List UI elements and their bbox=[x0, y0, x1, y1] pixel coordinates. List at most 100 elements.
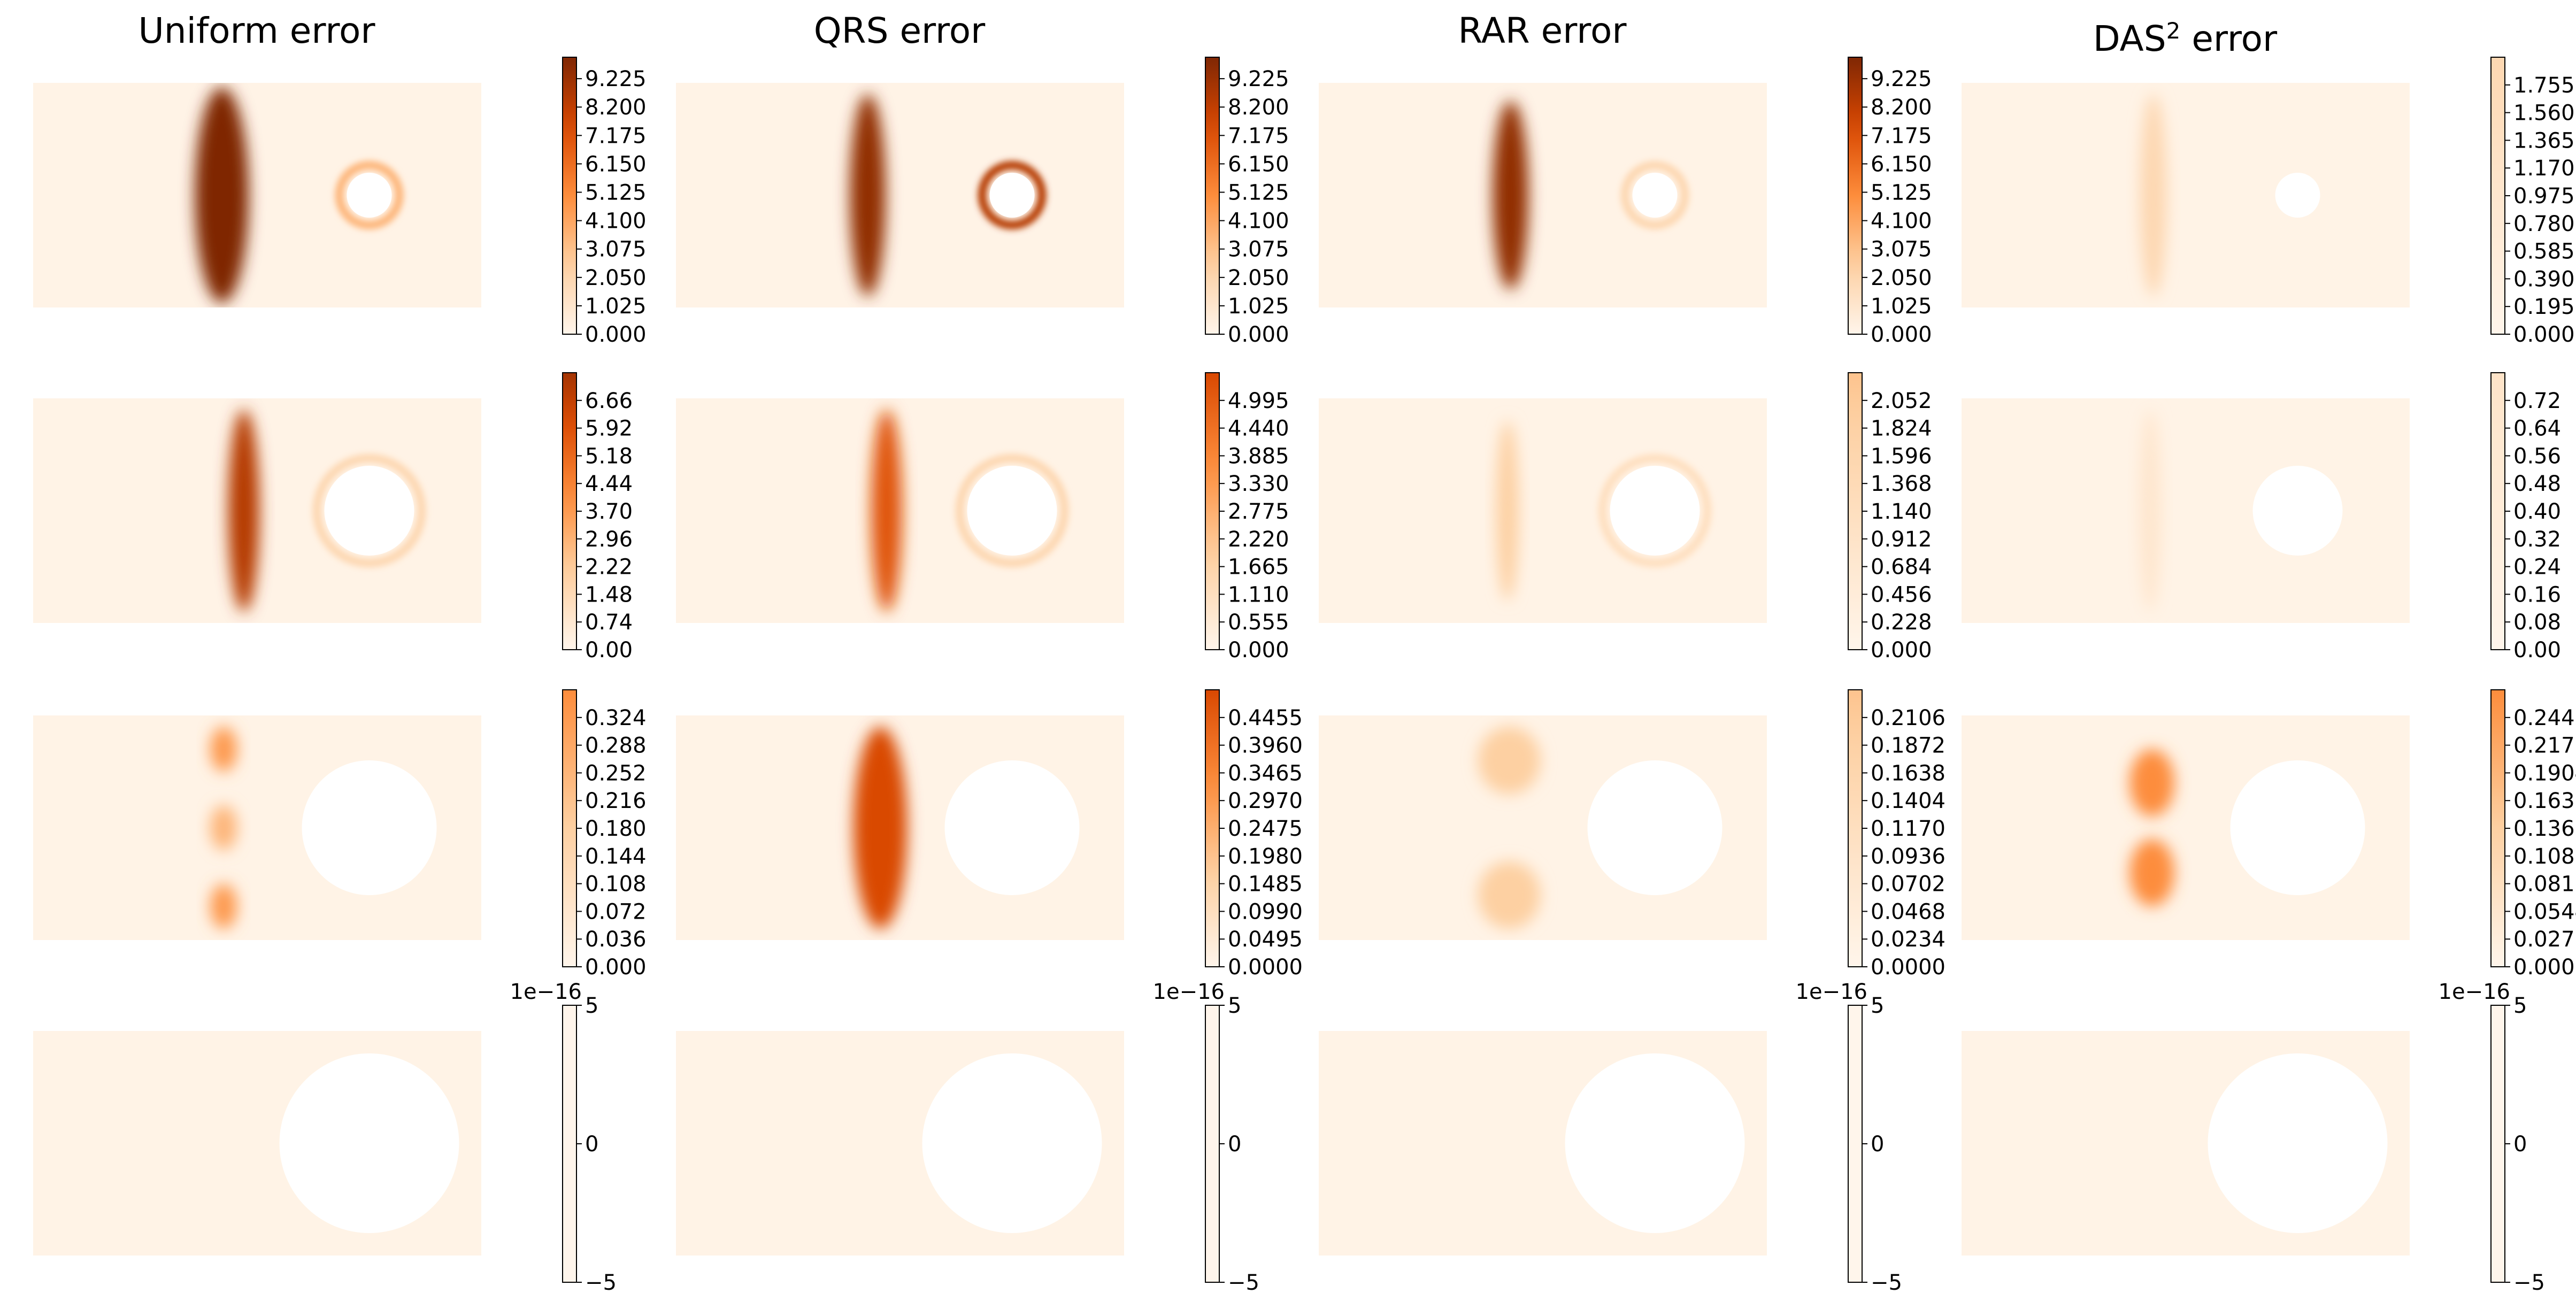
panel-rar-row1 bbox=[1319, 83, 1767, 307]
colorbar-tick-label: 2.052 bbox=[1871, 389, 1932, 413]
colorbar-tick-label: 1.025 bbox=[1871, 294, 1932, 319]
panel-rar-row3 bbox=[1319, 715, 1767, 940]
colorbar-tick-label: 0.144 bbox=[585, 844, 647, 869]
error-blob bbox=[1478, 727, 1541, 794]
colorbar-tick-label: 5 bbox=[585, 994, 598, 1018]
colorbar-tick-label: 0.1980 bbox=[1228, 844, 1303, 869]
colorbar-tick-label: 0.252 bbox=[585, 761, 647, 786]
colorbar-tick-label: 0.390 bbox=[2513, 267, 2575, 291]
colorbar-tick-label: 0.32 bbox=[2513, 527, 2561, 552]
colorbar-tick-label: 0.0272 bbox=[2513, 927, 2576, 952]
colorbar-tick-label: −5 bbox=[2513, 1270, 2545, 1295]
colorbar-tick-label: 0 bbox=[1228, 1132, 1241, 1157]
colorbar-tick-label: 0.2176 bbox=[2513, 734, 2576, 758]
colorbar-tick-label: 6.150 bbox=[585, 152, 647, 176]
cylinder-hole bbox=[1632, 173, 1678, 218]
colorbar-tick-label: 0.288 bbox=[585, 734, 647, 758]
colorbar-tick-label: 0.64 bbox=[2513, 417, 2561, 441]
colorbar-tick-label: 3.075 bbox=[1228, 237, 1289, 262]
colorbar-tick-label: 0.555 bbox=[1228, 610, 1289, 635]
colorbar-tick-label: 2.22 bbox=[585, 555, 633, 580]
colorbar-tick-label: 0.0000 bbox=[2513, 955, 2576, 980]
colorbar-tick-label: −5 bbox=[1871, 1270, 1902, 1295]
colorbar-tick-label: 3.075 bbox=[1871, 237, 1932, 262]
colorbar-tick-label: 0.0234 bbox=[1871, 927, 1946, 952]
colorbar-tick-label: 5.125 bbox=[1871, 181, 1932, 205]
colorbar-tick-label: 4.995 bbox=[1228, 389, 1289, 413]
cylinder-hole bbox=[944, 760, 1080, 895]
colorbar-tick-label: 2.220 bbox=[1228, 527, 1289, 552]
colorbar-tick-label: 0.4455 bbox=[1228, 706, 1303, 730]
colorbar-tick-label: 0.000 bbox=[1871, 638, 1932, 663]
column-title-das2-sup: 2 bbox=[2166, 18, 2181, 44]
colorbar-tick-label: 0.228 bbox=[1871, 610, 1932, 635]
colorbar-tick-label: 8.200 bbox=[585, 95, 647, 120]
colorbar-tick-label: 0.975 bbox=[2513, 184, 2575, 209]
colorbar-tick-label: 0.000 bbox=[1228, 638, 1289, 663]
colorbar-offset-label: 1e−16 bbox=[2439, 980, 2510, 1004]
field-background bbox=[1319, 83, 1767, 307]
colorbar-tick-label: 0.108 bbox=[585, 872, 647, 897]
panel-uniform-row3 bbox=[33, 715, 481, 940]
colorbar-tick-label: 0.0816 bbox=[2513, 872, 2576, 897]
error-band bbox=[1496, 421, 1519, 600]
colorbar bbox=[2490, 372, 2505, 650]
colorbar-tick-label: 0.1088 bbox=[2513, 844, 2576, 869]
field-background bbox=[1962, 83, 2410, 307]
colorbar-tick-label: 1.368 bbox=[1871, 472, 1932, 496]
colorbar-tick-label: 0.1638 bbox=[1871, 761, 1946, 786]
colorbar-tick-label: 7.175 bbox=[1871, 124, 1932, 148]
colorbar bbox=[1205, 689, 1220, 967]
colorbar-tick-label: 1.025 bbox=[1228, 294, 1289, 319]
colorbar-tick-label: 0.324 bbox=[585, 706, 647, 730]
colorbar-tick-label: 3.70 bbox=[585, 499, 633, 524]
colorbar-tick-label: 1.110 bbox=[1228, 582, 1289, 607]
colorbar-tick-label: 0.00 bbox=[585, 638, 633, 663]
colorbar-tick-label: 0.3960 bbox=[1228, 734, 1303, 758]
error-ring bbox=[1620, 161, 1689, 229]
colorbar-tick-label: 2.050 bbox=[1228, 266, 1289, 290]
panel-qrs-row3 bbox=[676, 715, 1124, 940]
colorbar bbox=[1848, 689, 1863, 967]
colorbar-tick-label: 0.1632 bbox=[2513, 789, 2576, 813]
cylinder-hole bbox=[2230, 760, 2365, 895]
colorbar-tick-label: 5 bbox=[1871, 994, 1884, 1018]
colorbar-tick-label: 0.1904 bbox=[2513, 761, 2576, 786]
colorbar-tick-label: 1.48 bbox=[585, 582, 633, 607]
colorbar-tick-label: 0.48 bbox=[2513, 472, 2561, 496]
colorbar-tick-label: 0.195 bbox=[2513, 295, 2575, 319]
colorbar-tick-label: 0.2970 bbox=[1228, 789, 1303, 813]
colorbar-tick-label: 2.050 bbox=[585, 266, 647, 290]
colorbar-tick-label: 0.780 bbox=[2513, 212, 2575, 236]
cylinder-hole bbox=[302, 760, 437, 895]
panel-rar-row2 bbox=[1319, 398, 1767, 623]
colorbar-tick-label: 0.1872 bbox=[1871, 734, 1946, 758]
colorbar-tick-label: 0.40 bbox=[2513, 499, 2561, 524]
colorbar bbox=[1848, 57, 1863, 335]
error-band bbox=[195, 87, 249, 303]
colorbar-tick-label: 0.585 bbox=[2513, 240, 2575, 264]
colorbar bbox=[1848, 1005, 1863, 1283]
colorbar bbox=[2490, 689, 2505, 967]
colorbar-tick-label: 1.596 bbox=[1871, 444, 1932, 468]
colorbar-tick-label: 1.365 bbox=[2513, 128, 2575, 153]
colorbar-tick-label: 1.755 bbox=[2513, 73, 2575, 98]
cylinder-hole bbox=[2208, 1053, 2388, 1233]
colorbar-tick-label: 4.44 bbox=[585, 472, 633, 496]
colorbar bbox=[1848, 372, 1863, 650]
cylinder-hole bbox=[989, 173, 1035, 218]
colorbar-tick-label: 6.66 bbox=[585, 389, 633, 413]
cylinder-hole bbox=[347, 173, 392, 218]
colorbar bbox=[562, 372, 577, 650]
colorbar-tick-label: 9.225 bbox=[1871, 67, 1932, 91]
colorbar bbox=[2490, 1005, 2505, 1283]
error-band bbox=[853, 727, 908, 929]
colorbar bbox=[562, 689, 577, 967]
colorbar-tick-label: 0.16 bbox=[2513, 582, 2561, 607]
error-band bbox=[2140, 94, 2167, 296]
cylinder-hole bbox=[279, 1053, 459, 1233]
error-band bbox=[228, 410, 260, 612]
colorbar-tick-label: 0.0544 bbox=[2513, 899, 2576, 924]
colorbar-tick-label: 5.125 bbox=[1228, 181, 1289, 205]
